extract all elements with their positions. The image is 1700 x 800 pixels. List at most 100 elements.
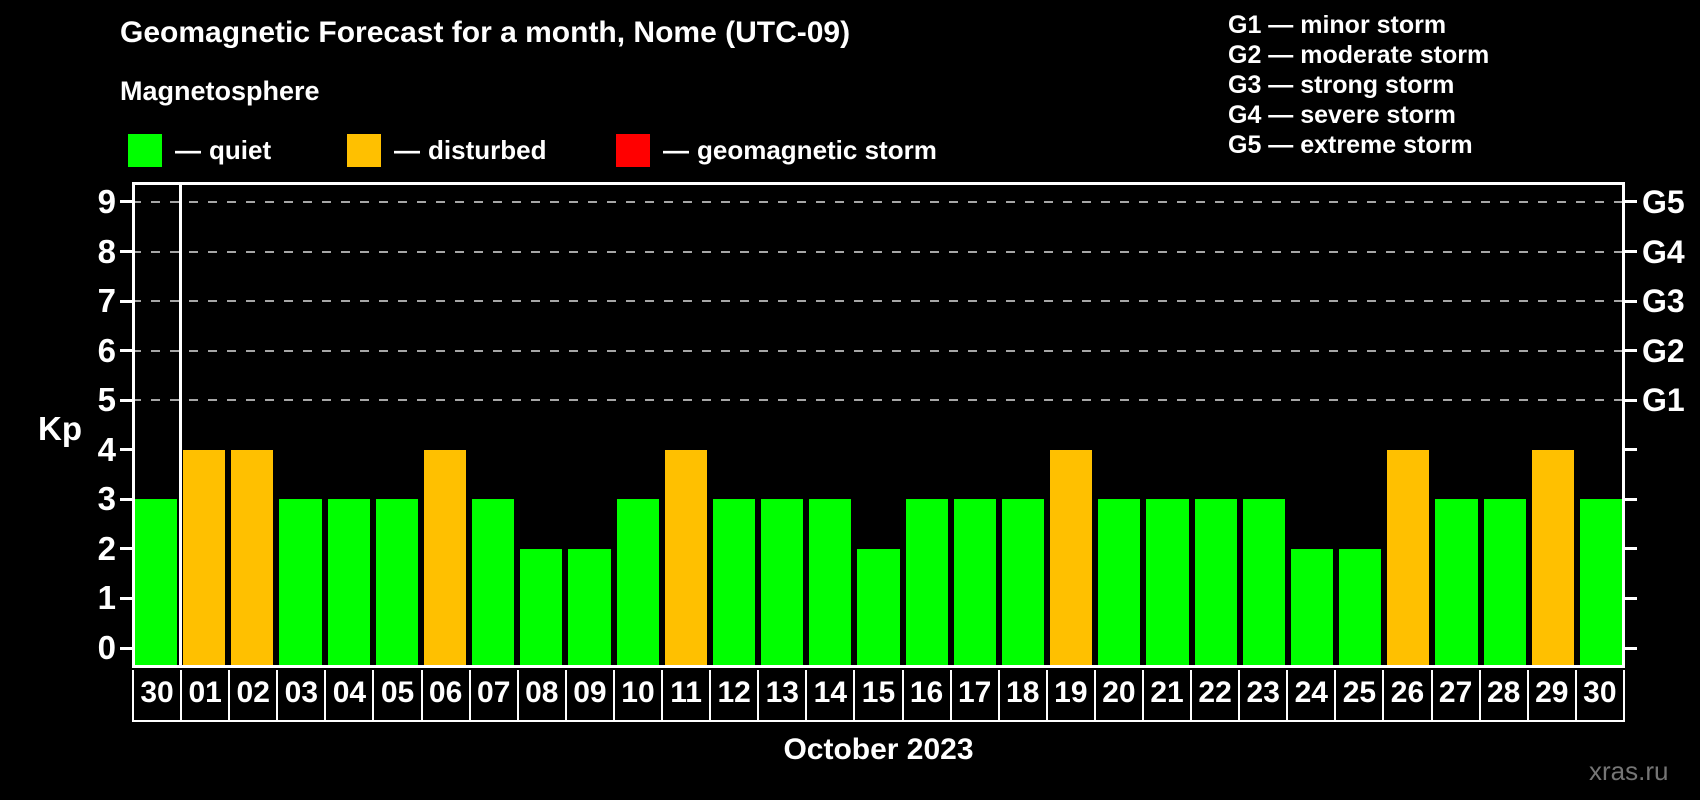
- x-axis-day-labels: 30 01 02 03 04 05 06 07 08 09 10 11 12 13 14 15 16 17 18 19…: [132, 670, 1625, 722]
- day-label-25: 25: [1336, 670, 1385, 720]
- storm-color-swatch: [616, 133, 650, 167]
- day-label-30: 30: [1583, 676, 1617, 709]
- day-label-23: 23: [1240, 670, 1289, 720]
- legend-item-storm: — geomagnetic storm: [616, 131, 937, 169]
- left-tick-kp-3: [120, 497, 132, 501]
- legend-label-disturbed: disturbed: [428, 134, 547, 165]
- chart-title: Geomagnetic Forecast for a month, Nome (…: [120, 16, 851, 49]
- day-label-28: 28: [1481, 670, 1529, 720]
- gridline-kp-8: [132, 250, 1625, 253]
- y-tick-label-5: 5: [97, 381, 116, 419]
- day-label-16: 16: [904, 670, 952, 720]
- g-legend-line-g3: G3 — strong storm: [1228, 71, 1455, 99]
- bar-day-14: [809, 499, 852, 668]
- left-tick-kp-0: [120, 646, 132, 650]
- right-tick-kp-4: [1625, 448, 1637, 452]
- right-tick-kp-6: [1625, 349, 1637, 353]
- legend-label-storm: geomagnetic storm: [697, 134, 937, 165]
- bar-day-19: [1050, 449, 1093, 668]
- g-legend-line-g1: G1 — minor storm: [1228, 11, 1447, 39]
- day-label-18: 18: [1000, 670, 1048, 720]
- right-tick-kp-1: [1625, 596, 1637, 600]
- right-tick-kp-7: [1625, 299, 1637, 303]
- legend-item-disturbed: — disturbed: [347, 131, 546, 169]
- y-axis-title: Kp: [38, 410, 82, 447]
- g-level-label-g2: G2: [1642, 332, 1685, 369]
- bar-day-20: [1098, 499, 1141, 668]
- bar-day-22: [1194, 499, 1237, 668]
- g-scale-legend: G1 — minor storm G2 — moderate storm G3 …: [1228, 10, 1489, 160]
- bar-day-08: [520, 548, 563, 668]
- legend-dash: —: [394, 134, 420, 165]
- bar-day-21: [1146, 499, 1189, 668]
- bar-day-09: [568, 548, 611, 668]
- chart-subtitle: Magnetosphere: [120, 76, 320, 106]
- month-separator-line: [178, 182, 182, 668]
- g-level-label-g1: G1: [1642, 382, 1685, 419]
- y-tick-label-0: 0: [97, 629, 116, 666]
- day-label-13: 13: [759, 670, 808, 720]
- day-label-29: 29: [1529, 670, 1577, 720]
- bar-day-29: [1531, 449, 1574, 668]
- y-tick-label-1: 1: [97, 579, 116, 617]
- bar-day-11: [664, 449, 707, 668]
- left-tick-kp-9: [120, 200, 132, 204]
- x-axis-title: October 2023: [783, 733, 974, 766]
- day-label-09: 09: [567, 670, 615, 720]
- day-label-08: 08: [519, 670, 567, 720]
- day-label-12: 12: [711, 670, 760, 720]
- bar-day-23: [1242, 499, 1285, 668]
- right-tick-kp-2: [1625, 547, 1637, 551]
- day-label-10: 10: [615, 670, 664, 720]
- day-label-02: 02: [230, 670, 279, 720]
- gridline-kp-6: [132, 349, 1625, 352]
- day-label-24: 24: [1288, 670, 1337, 720]
- left-tick-kp-5: [120, 398, 132, 402]
- day-label-05: 05: [374, 670, 423, 720]
- plot-area: [132, 182, 1625, 668]
- bar-day-13: [761, 499, 804, 668]
- bar-day-10: [616, 499, 659, 668]
- gridline-kp-5: [132, 399, 1625, 402]
- y-tick-label-8: 8: [97, 232, 116, 270]
- bar-day-04: [327, 499, 370, 668]
- disturbed-color-swatch: [347, 133, 381, 167]
- day-label-03: 03: [278, 670, 327, 720]
- day-label-04: 04: [326, 670, 375, 720]
- day-label-22: 22: [1192, 670, 1241, 720]
- right-tick-kp-9: [1625, 200, 1637, 204]
- left-tick-kp-4: [120, 448, 132, 452]
- bar-day-28: [1483, 499, 1526, 668]
- day-label-20: 20: [1096, 670, 1144, 720]
- g-level-label-g4: G4: [1642, 233, 1685, 270]
- bar-day-26: [1387, 449, 1430, 668]
- gridline-kp-7: [132, 300, 1625, 303]
- day-label-26: 26: [1384, 670, 1433, 720]
- watermark: xras.ru: [1589, 756, 1669, 786]
- day-label-15: 15: [855, 670, 904, 720]
- bar-day-24: [1290, 548, 1334, 668]
- y-tick-label-7: 7: [97, 282, 116, 320]
- bar-day-05: [375, 499, 418, 668]
- day-label-01: 01: [182, 670, 231, 720]
- right-tick-kp-3: [1625, 497, 1637, 501]
- bar-day-30: [135, 499, 178, 668]
- bar-day-02: [231, 449, 274, 668]
- bar-day-03: [279, 499, 322, 668]
- bar-day-27: [1435, 499, 1478, 668]
- bar-day-17: [953, 499, 996, 668]
- day-label-07: 07: [471, 670, 519, 720]
- left-tick-kp-2: [120, 547, 132, 551]
- quiet-color-swatch: [128, 133, 162, 167]
- left-tick-kp-6: [120, 349, 132, 353]
- day-label-06: 06: [423, 670, 471, 720]
- right-tick-kp-0: [1625, 646, 1637, 650]
- bar-day-06: [423, 449, 467, 668]
- right-tick-kp-5: [1625, 398, 1637, 402]
- bar-day-30: [1579, 499, 1622, 668]
- bar-day-18: [1001, 499, 1045, 668]
- g-legend-line-g5: G5 — extreme storm: [1228, 131, 1473, 159]
- legend-label-quiet: quiet: [209, 134, 272, 165]
- legend-item-quiet: — quiet: [128, 131, 271, 169]
- axis-top: [132, 182, 1625, 185]
